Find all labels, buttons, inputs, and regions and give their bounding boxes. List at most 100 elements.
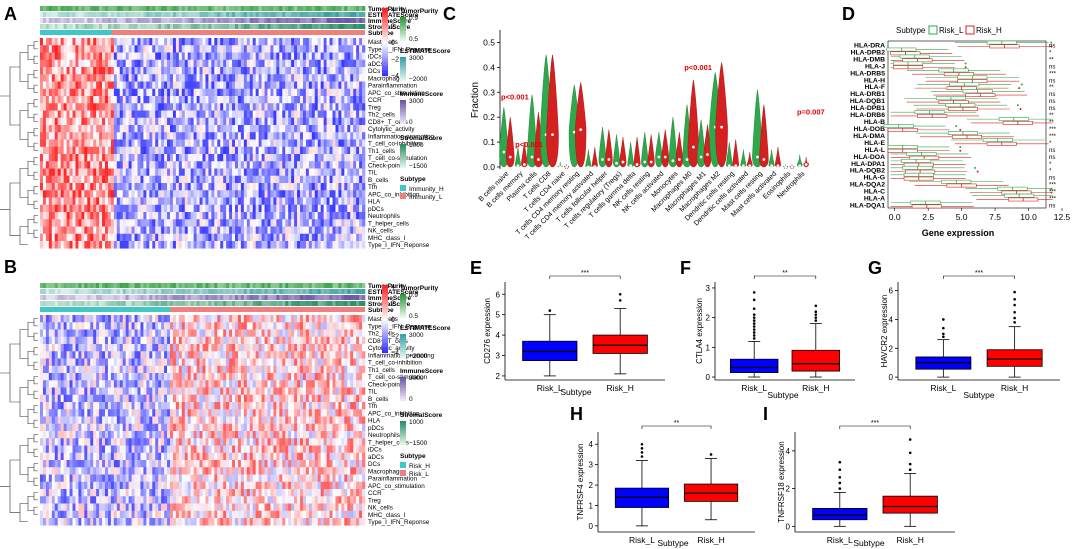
heat-cell	[172, 59, 177, 68]
heat-cell	[353, 74, 357, 82]
heat-cell	[314, 183, 319, 191]
annotation-cell	[40, 289, 44, 294]
heat-cell	[51, 74, 56, 82]
heat-cell	[63, 197, 67, 206]
annotation-cell	[246, 24, 251, 29]
heat-cell	[105, 103, 109, 111]
annotation-cell	[140, 24, 144, 29]
heat-cell	[105, 88, 109, 97]
annotation-cell	[285, 6, 289, 11]
heat-cell	[329, 103, 333, 111]
heat-cell	[57, 344, 61, 352]
heat-cell	[158, 132, 162, 140]
heat-cell	[40, 45, 44, 53]
heat-cell	[235, 110, 239, 119]
heat-cell	[320, 38, 324, 46]
heat-cell	[249, 168, 254, 177]
heat-cell	[181, 110, 186, 119]
heat-cell	[134, 88, 138, 97]
dendrogram-branch	[33, 215, 38, 224]
heat-cell	[90, 139, 94, 148]
heat-cell	[116, 219, 121, 227]
heat-cell	[51, 358, 56, 367]
annotation-cell	[178, 24, 183, 29]
annotation-cell	[116, 6, 121, 11]
heat-cell	[220, 132, 224, 140]
heat-cell	[40, 96, 44, 104]
heat-cell	[167, 175, 171, 184]
heat-cell	[229, 59, 233, 68]
heat-cell	[326, 241, 330, 249]
heat-cell	[81, 125, 85, 133]
panel-letter-e: E	[470, 258, 482, 278]
heat-cell	[178, 67, 183, 75]
heat-cell	[252, 45, 256, 53]
heat-cell	[81, 67, 85, 75]
heat-cell	[54, 241, 59, 249]
heat-cell	[341, 103, 345, 111]
row-label: Th2_cells	[368, 331, 395, 338]
heat-cell	[87, 351, 91, 359]
heat-cell	[226, 110, 230, 119]
heat-cell	[90, 315, 94, 323]
heat-cell	[273, 117, 277, 126]
heat-cell	[170, 81, 174, 90]
heat-cell	[193, 88, 197, 97]
scale-step	[382, 53, 388, 56]
heat-cell	[211, 45, 215, 53]
annotation-cell	[63, 289, 67, 294]
heat-cell	[125, 168, 129, 177]
heat-cell	[184, 146, 189, 155]
legend-step	[400, 79, 406, 82]
heat-cell	[122, 146, 126, 155]
heat-cell	[99, 322, 103, 330]
heat-cell	[81, 110, 85, 119]
heat-cell	[167, 226, 171, 235]
heat-cell	[137, 125, 141, 133]
heat-cell	[140, 226, 144, 235]
heat-cell	[237, 219, 242, 227]
heat-cell	[51, 67, 56, 75]
heat-cell	[57, 226, 61, 235]
annotation-cell	[344, 24, 348, 29]
annotation-cell	[229, 6, 233, 11]
heat-cell	[175, 154, 180, 162]
heat-cell	[291, 329, 295, 338]
heat-cell	[42, 161, 47, 169]
heat-cell	[57, 322, 61, 330]
annotation-cell	[87, 289, 91, 294]
heat-cell	[258, 212, 262, 220]
heat-cell	[107, 351, 112, 359]
heat-cell	[105, 190, 109, 198]
heat-cell	[211, 103, 215, 111]
heat-cell	[175, 197, 180, 206]
heat-cell	[311, 190, 316, 198]
heat-cell	[223, 336, 227, 345]
heat-cell	[45, 45, 50, 53]
heat-cell	[294, 59, 298, 68]
heat-cell	[78, 139, 82, 148]
heat-cell	[116, 125, 121, 133]
annotation-cell	[178, 295, 183, 300]
heat-cell	[297, 329, 301, 338]
annotation-cell	[226, 24, 230, 29]
heat-cell	[338, 38, 342, 46]
annotation-cell	[105, 12, 109, 17]
heat-cell	[314, 226, 319, 235]
heat-cell	[329, 110, 333, 119]
annotation-cell	[170, 289, 174, 294]
heat-cell	[329, 59, 333, 68]
heat-cell	[285, 336, 289, 345]
heat-cell	[134, 59, 138, 68]
heat-cell	[226, 88, 230, 97]
heat-cell	[170, 351, 174, 359]
heat-cell	[279, 67, 283, 75]
annotation-cell	[329, 12, 333, 17]
annotation-cell	[288, 18, 292, 23]
heat-cell	[314, 96, 319, 104]
heat-cell	[237, 336, 242, 345]
heat-cell	[190, 110, 194, 119]
annotation-cell	[362, 24, 366, 29]
heat-cell	[308, 96, 313, 104]
